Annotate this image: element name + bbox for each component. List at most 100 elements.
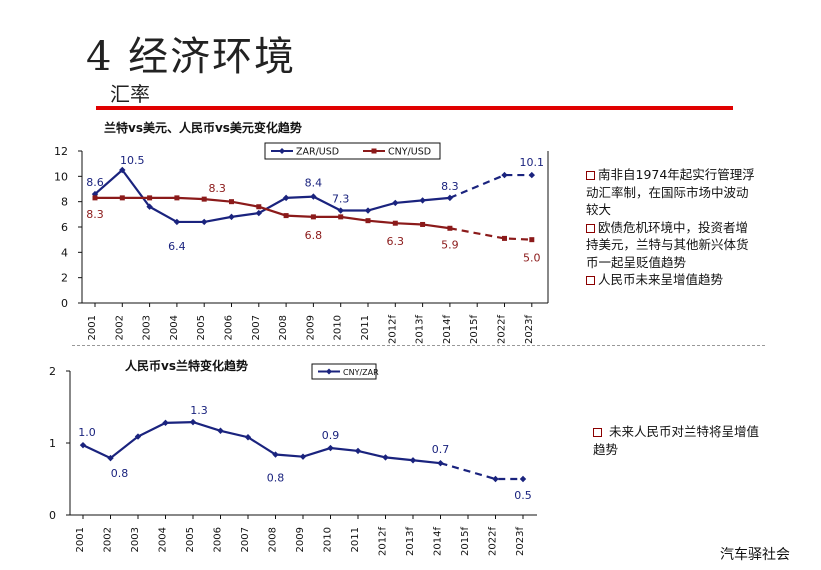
series-line-zar-usd <box>94 168 451 224</box>
data-point <box>256 204 262 210</box>
data-point <box>92 195 98 201</box>
data-point <box>244 434 252 441</box>
x-tick-label: 2010 <box>333 315 344 340</box>
x-tick-label: 2023f <box>515 527 526 556</box>
chart2-title: 人民币vs兰特变化趋势 <box>125 359 248 373</box>
y-tick-label: 8 <box>61 196 68 209</box>
data-point <box>162 419 169 427</box>
data-label: 1.0 <box>78 426 96 439</box>
y-tick-label: 4 <box>61 246 68 259</box>
data-point <box>492 475 499 483</box>
x-tick-label: 2002 <box>103 527 114 552</box>
data-label: 6.3 <box>387 235 405 248</box>
data-point <box>382 454 389 461</box>
section-divider <box>72 345 765 346</box>
x-tick-label: 2006 <box>224 315 235 340</box>
data-point <box>437 459 444 467</box>
note-item-2: 欧债危机环境中，投资者增持美元，兰特与其他新兴体货币一起呈贬值趋势 <box>586 219 756 272</box>
data-label: 0.7 <box>432 443 450 456</box>
y-tick-label: 10 <box>54 170 68 183</box>
x-tick-label: 2007 <box>251 315 262 340</box>
data-point <box>119 195 125 201</box>
data-label: 10.5 <box>120 154 145 167</box>
data-label: 6.4 <box>168 240 186 253</box>
series-projection-cny-usd <box>449 227 532 241</box>
data-point <box>119 166 126 174</box>
data-point <box>337 207 344 214</box>
legend-marker <box>371 148 377 154</box>
data-point <box>392 220 398 226</box>
y-tick-label: 0 <box>61 297 68 310</box>
data-label: 5.0 <box>523 252 541 265</box>
data-point <box>107 454 114 462</box>
series-projection-zar-usd <box>449 173 532 199</box>
x-tick-label: 2006 <box>213 527 224 552</box>
data-point <box>255 209 262 217</box>
data-point <box>283 213 289 219</box>
x-tick-label: 2008 <box>278 315 289 340</box>
data-point <box>272 451 279 458</box>
chart1-title: 兰特vs美元、人民币vs美元变化趋势 <box>104 121 302 135</box>
x-tick-label: 2013f <box>405 527 416 556</box>
legend-marker <box>326 368 332 375</box>
legend-label: CNY/ZAR <box>343 368 379 377</box>
bullet-box-icon <box>586 223 595 233</box>
heading-rule <box>96 106 733 110</box>
data-point <box>299 453 307 460</box>
series-line-cny-zar <box>82 421 441 465</box>
data-point <box>447 225 453 231</box>
x-tick-label: 2002 <box>114 315 125 340</box>
series-projection-cny-zar <box>440 462 523 481</box>
x-tick-label: 2014f <box>433 527 444 556</box>
data-point <box>392 199 399 207</box>
data-point <box>310 193 317 200</box>
legend-marker <box>279 148 285 154</box>
data-label: 8.4 <box>305 177 323 190</box>
data-label: 1.3 <box>190 404 208 417</box>
data-label: 5.9 <box>441 238 459 251</box>
x-tick-label: 2022f <box>488 527 499 556</box>
data-point <box>409 457 417 464</box>
data-point <box>501 171 508 179</box>
x-tick-label: 2004 <box>158 527 169 552</box>
data-point <box>146 203 153 210</box>
data-label: 10.1 <box>520 156 545 169</box>
y-tick-label: 0 <box>49 509 56 522</box>
note-item-1: 南非自1974年起实行管理浮动汇率制，在国际市场中波动较大 <box>586 166 756 219</box>
y-tick-label: 2 <box>61 272 68 285</box>
data-point <box>446 194 454 202</box>
x-tick-label: 2013f <box>415 315 426 344</box>
series-line-cny-usd <box>95 196 451 230</box>
data-point <box>310 214 316 220</box>
y-tick-label: 2 <box>49 365 56 378</box>
note-text-2: 欧债危机环境中，投资者增持美元，兰特与其他新兴体货币一起呈贬值趋势 <box>586 219 749 270</box>
x-tick-label: 2022f <box>497 315 508 344</box>
data-point <box>282 194 290 202</box>
y-tick-label: 1 <box>49 437 56 450</box>
x-tick-label: 2015f <box>469 315 480 344</box>
data-point <box>502 235 507 241</box>
data-point <box>528 171 535 179</box>
x-tick-label: 2008 <box>268 527 279 552</box>
data-point <box>173 218 181 226</box>
data-point <box>529 237 535 243</box>
x-tick-label: 2003 <box>142 315 153 340</box>
data-point <box>174 195 180 201</box>
data-point <box>420 221 426 227</box>
data-label: 0.9 <box>322 429 340 442</box>
bullet-box-icon <box>586 171 595 180</box>
x-tick-label: 2012f <box>378 527 389 556</box>
bullet-box-icon <box>593 428 602 437</box>
x-tick-label: 2012f <box>387 315 398 344</box>
legend-label: CNY/USD <box>388 147 431 158</box>
y-tick-label: 6 <box>61 221 68 234</box>
x-tick-label: 2001 <box>75 527 86 552</box>
data-point <box>327 444 334 452</box>
data-point <box>147 195 153 201</box>
note-item-3: 人民币未来呈增值趋势 <box>586 271 756 289</box>
legend-box <box>311 363 377 380</box>
data-point <box>338 214 344 220</box>
data-label: 8.3 <box>441 180 459 193</box>
watermark-text: 汽车驿社会 <box>720 547 790 563</box>
